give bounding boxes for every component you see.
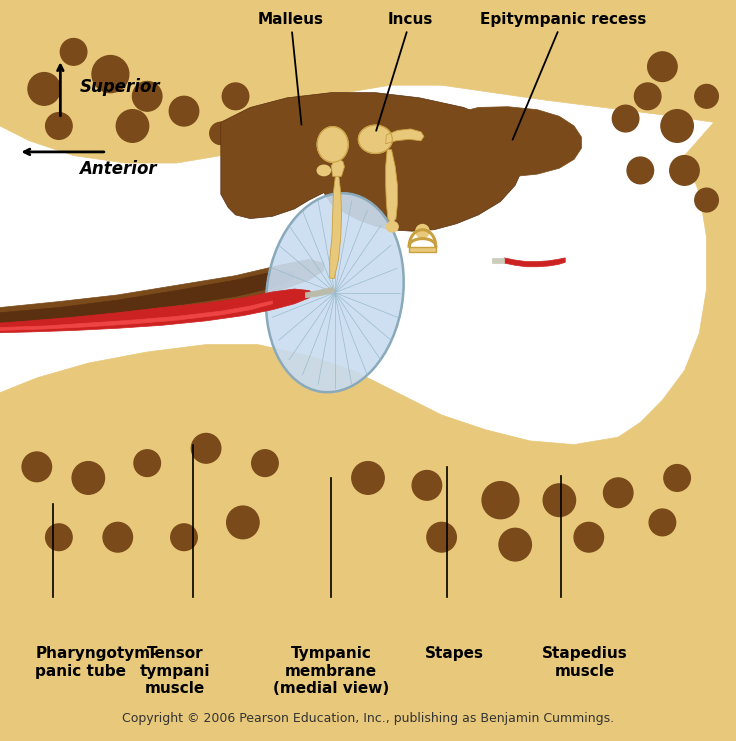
Circle shape: [664, 465, 690, 491]
Circle shape: [116, 110, 149, 142]
Polygon shape: [0, 345, 736, 741]
Text: Stapedius
muscle: Stapedius muscle: [542, 646, 628, 679]
Ellipse shape: [317, 127, 348, 162]
Polygon shape: [331, 159, 344, 176]
Circle shape: [543, 484, 576, 516]
Circle shape: [352, 462, 384, 494]
Text: Tympanic
membrane
(medial view): Tympanic membrane (medial view): [273, 646, 389, 696]
Ellipse shape: [317, 165, 330, 176]
Polygon shape: [409, 247, 436, 252]
Polygon shape: [618, 122, 736, 741]
Polygon shape: [434, 107, 581, 176]
Circle shape: [191, 433, 221, 463]
Circle shape: [574, 522, 604, 552]
Circle shape: [695, 84, 718, 108]
Polygon shape: [386, 129, 424, 144]
Circle shape: [134, 450, 160, 476]
Text: Pharyngotym-
panic tube: Pharyngotym- panic tube: [35, 646, 157, 679]
Circle shape: [482, 482, 519, 519]
Text: Incus: Incus: [376, 12, 434, 130]
Polygon shape: [305, 288, 335, 298]
Circle shape: [72, 462, 105, 494]
Text: Epitympanic recess: Epitympanic recess: [480, 12, 646, 140]
Circle shape: [634, 83, 661, 110]
Circle shape: [627, 157, 654, 184]
Circle shape: [46, 524, 72, 551]
Ellipse shape: [416, 225, 429, 238]
Polygon shape: [386, 150, 397, 222]
Circle shape: [604, 478, 633, 508]
Circle shape: [169, 96, 199, 126]
Ellipse shape: [358, 125, 392, 153]
Circle shape: [222, 83, 249, 110]
Circle shape: [22, 452, 52, 482]
Circle shape: [670, 156, 699, 185]
Circle shape: [132, 82, 162, 111]
Polygon shape: [504, 258, 565, 267]
Ellipse shape: [266, 193, 404, 392]
Circle shape: [427, 522, 456, 552]
Circle shape: [649, 509, 676, 536]
Circle shape: [252, 450, 278, 476]
Circle shape: [661, 110, 693, 142]
Text: Anterior: Anterior: [79, 160, 157, 178]
Polygon shape: [330, 174, 342, 279]
Text: Stapes: Stapes: [425, 646, 484, 661]
Circle shape: [612, 105, 639, 132]
Text: Copyright © 2006 Pearson Education, Inc., publishing as Benjamin Cummings.: Copyright © 2006 Pearson Education, Inc.…: [122, 711, 614, 725]
Circle shape: [28, 73, 60, 105]
Text: Malleus: Malleus: [258, 12, 324, 124]
Circle shape: [412, 471, 442, 500]
Polygon shape: [0, 270, 294, 324]
Circle shape: [227, 506, 259, 539]
Circle shape: [171, 524, 197, 551]
Circle shape: [695, 188, 718, 212]
Polygon shape: [0, 301, 272, 330]
Text: Superior: Superior: [79, 79, 160, 96]
Ellipse shape: [386, 222, 398, 232]
Circle shape: [92, 56, 129, 93]
Polygon shape: [492, 258, 504, 263]
Circle shape: [60, 39, 87, 65]
Polygon shape: [0, 0, 736, 163]
Polygon shape: [221, 93, 523, 231]
Circle shape: [648, 52, 677, 82]
Circle shape: [210, 122, 232, 144]
Circle shape: [103, 522, 132, 552]
Text: Tensor
tympani
muscle: Tensor tympani muscle: [140, 646, 210, 696]
Circle shape: [499, 528, 531, 561]
Polygon shape: [0, 289, 313, 333]
Circle shape: [46, 113, 72, 139]
Polygon shape: [0, 259, 324, 330]
